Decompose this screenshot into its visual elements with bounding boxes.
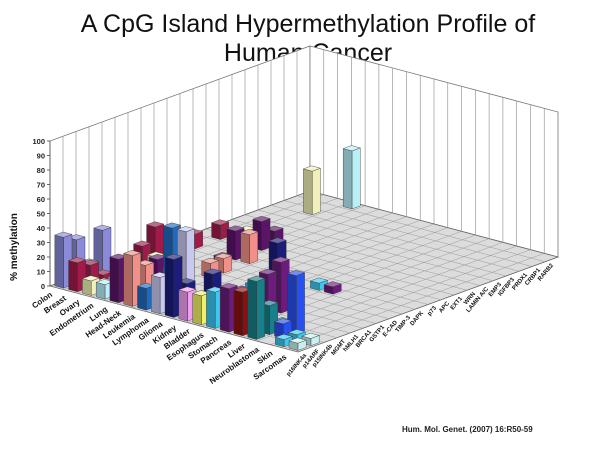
y-axis-label: % methylation — [9, 213, 20, 281]
bar-side-face — [303, 168, 313, 215]
bar-top-face — [132, 240, 152, 247]
bar-top-face — [226, 225, 245, 232]
z-tick-label: 10 — [37, 268, 45, 277]
gene-label: EXT1 — [450, 296, 465, 312]
gene-label: DAPK — [409, 310, 425, 327]
bar-top-face — [240, 229, 259, 235]
bar-skin-p16ink4a — [274, 333, 294, 348]
z-tick-label: 50 — [37, 210, 45, 219]
z-tick-label: 70 — [37, 181, 45, 190]
bar-front-face — [256, 278, 265, 340]
bar-front-face — [296, 272, 305, 334]
bar-top-face — [301, 332, 320, 339]
bar-top-face — [67, 257, 87, 264]
floor-gridline — [179, 238, 429, 305]
bar-top-face — [210, 219, 230, 226]
z-axis-ticks: 0 10 20 30 40 50 60 70 80 90 100 — [32, 137, 51, 291]
z-tick-label: 40 — [37, 224, 45, 233]
z-tick-label: 100 — [32, 137, 45, 146]
bar-side-face — [247, 278, 257, 340]
bar-side-face — [240, 232, 250, 264]
bar-side-face — [343, 148, 353, 210]
bar-neuroblastoma-p14arf — [273, 318, 293, 339]
bar-top-face — [145, 221, 165, 228]
bar-top-face — [258, 268, 277, 275]
bar-stomach-timp-3 — [323, 281, 342, 295]
citation-text: Hum. Mol. Genet. (2007) 16:R50-59 — [402, 425, 533, 434]
floor-gridline — [270, 205, 520, 272]
bar-side-face — [192, 293, 202, 326]
bar-top-face — [162, 222, 182, 229]
z-tick-label: 60 — [37, 195, 45, 204]
bar-side-face — [123, 253, 133, 307]
bar-glioma-p16ink4a — [164, 253, 183, 318]
gene-label: p73 — [427, 305, 439, 317]
z-tick-label: 30 — [37, 239, 45, 248]
bar-top-face — [288, 337, 307, 344]
bar-side-face — [82, 278, 92, 296]
bar-side-face — [54, 234, 64, 289]
bar-front-face — [312, 167, 321, 215]
bar-side-face — [95, 282, 106, 300]
z-tick-label: 90 — [37, 152, 45, 161]
bar-front-face — [351, 147, 361, 210]
floor-gridline — [296, 195, 546, 262]
bar-top-face — [286, 270, 306, 276]
z-tick-label: 0 — [41, 282, 45, 291]
bar-top-face — [203, 268, 222, 275]
bar-front-face — [249, 231, 258, 264]
bar-top-face — [81, 275, 101, 282]
bar-side-face — [151, 274, 161, 315]
bar-top-face — [247, 275, 266, 282]
bar-head-neck-dapk — [240, 229, 259, 264]
bar-liver-p16ink4a — [247, 275, 266, 340]
bar-top-face — [252, 215, 271, 222]
z-tick-label: 20 — [37, 253, 45, 262]
bar-side-face — [68, 260, 78, 293]
bar-side-face — [211, 222, 221, 240]
bar-ovary-prdx1 — [302, 165, 322, 215]
bar-breast-apc — [210, 219, 230, 240]
bar-top-face — [273, 318, 293, 325]
bar-top-face — [54, 231, 73, 238]
bar-neuroblastoma-p15ink4b — [286, 270, 306, 334]
chart-title-line-1: A CpG Island Hypermethylation Profile of — [80, 10, 536, 38]
bar-side-face — [137, 285, 147, 311]
bar-side-face — [178, 289, 188, 322]
bar-top-face — [178, 286, 197, 293]
chart-walls — [49, 45, 559, 287]
bar-top-face — [271, 256, 290, 263]
bar-side-face — [233, 289, 243, 337]
bar-side-face — [109, 256, 119, 304]
bar-top-face — [123, 250, 142, 256]
floor-gridline — [283, 200, 533, 267]
bar-side-face — [206, 289, 216, 329]
bar-top-face — [214, 253, 233, 259]
bar-top-face — [323, 281, 342, 288]
chart-bars — [54, 145, 361, 351]
bar-top-face — [164, 253, 183, 260]
bar-top-face — [93, 224, 112, 231]
bar-top-face — [268, 237, 287, 244]
bar-top-face — [274, 333, 294, 340]
bar-top-face — [219, 283, 238, 289]
bar-sarcomas-p16ink4a — [288, 337, 307, 351]
bar-side-face — [164, 256, 175, 318]
bar-top-face — [302, 165, 322, 172]
bar-side-face — [219, 286, 230, 333]
z-tick-label: 80 — [37, 166, 45, 175]
bar-top-face — [342, 145, 361, 152]
bar-top-face — [201, 257, 220, 264]
bar-top-face — [176, 226, 196, 233]
floor-gridline — [257, 209, 507, 277]
bar-top-face — [287, 329, 307, 336]
bar-endometrium-rarb2 — [342, 145, 361, 210]
bar-top-face — [309, 277, 329, 284]
floor-gridline — [244, 214, 494, 281]
